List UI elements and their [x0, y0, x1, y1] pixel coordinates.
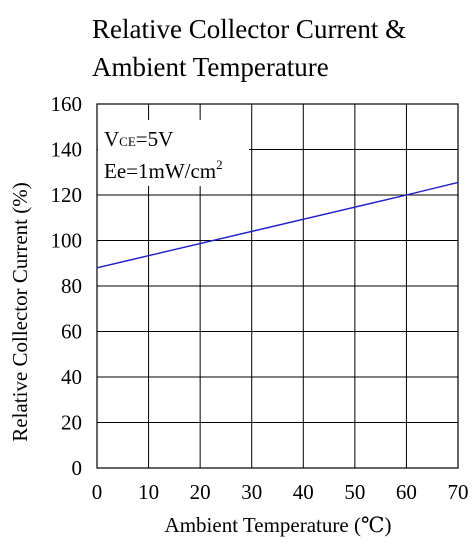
y-tick-label: 40	[61, 365, 82, 389]
x-tick-label: 50	[344, 480, 365, 504]
plot-frame	[96, 103, 459, 469]
y-tick-labels: 0 20 40 60 80 100 120 140 160	[51, 92, 83, 480]
series-line	[96, 181, 459, 269]
annotation-vce: VCE=5V	[104, 127, 173, 151]
y-tick-label: 60	[61, 320, 82, 344]
x-tick-label: 70	[448, 480, 469, 504]
x-tick-labels: 0 10 20 30 40 50 60 70	[92, 480, 469, 504]
y-axis-label: Relative Collector Current (%)	[8, 182, 32, 442]
annotation-ee: Ee=1mW/cm2	[104, 157, 223, 183]
y-tick-label: 0	[72, 456, 83, 480]
annotation-box: VCE=5V Ee=1mW/cm2	[98, 120, 249, 186]
chart-title-line2: Ambient Temperature	[92, 52, 329, 82]
annotation-vce-main: V	[104, 127, 119, 151]
x-axis-label: Ambient Temperature (℃)	[165, 513, 392, 537]
annotation-ee-main: Ee=1mW/cm	[104, 159, 216, 183]
x-tick-label: 40	[293, 480, 314, 504]
annotation-background	[98, 120, 249, 186]
series-lines	[96, 181, 459, 269]
annotation-vce-value: =5V	[136, 127, 174, 151]
y-tick-label: 80	[61, 274, 82, 298]
x-tick-label: 10	[138, 480, 159, 504]
x-tick-label: 20	[190, 480, 211, 504]
y-tick-label: 160	[51, 92, 83, 116]
x-tick-label: 30	[241, 480, 262, 504]
x-tick-label: 60	[396, 480, 417, 504]
y-tick-label: 120	[51, 183, 83, 207]
grid	[96, 103, 459, 469]
annotation-vce-sub: CE	[119, 134, 136, 149]
x-tick-label: 0	[92, 480, 103, 504]
y-tick-label: 20	[61, 411, 82, 435]
y-tick-label: 140	[51, 138, 83, 162]
chart-title-line1: Relative Collector Current &	[92, 14, 406, 44]
y-tick-label: 100	[51, 229, 83, 253]
annotation-ee-sup: 2	[216, 157, 223, 172]
